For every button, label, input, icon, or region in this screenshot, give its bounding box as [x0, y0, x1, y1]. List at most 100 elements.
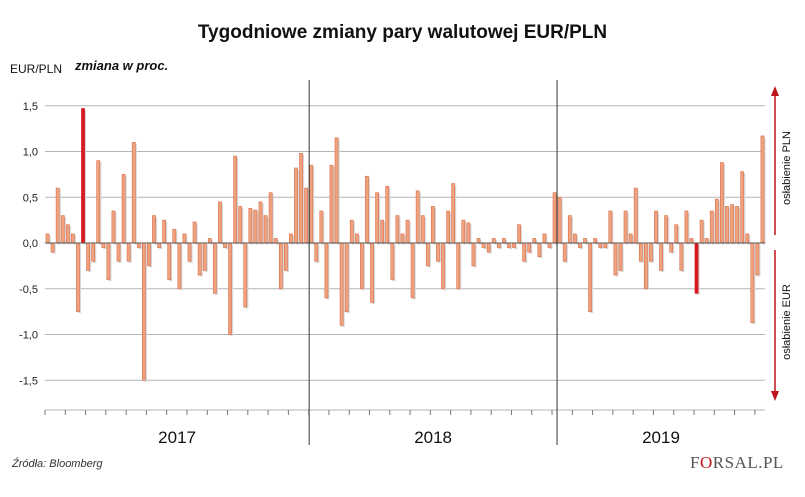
- bar: [106, 242, 111, 280]
- bar: [451, 183, 456, 244]
- bar: [289, 233, 293, 244]
- bar: [517, 224, 521, 244]
- bar: [309, 164, 314, 244]
- bar: [212, 242, 217, 294]
- bar: [390, 242, 395, 280]
- bar: [339, 242, 344, 326]
- bar: [375, 192, 379, 244]
- bar: [638, 242, 643, 262]
- bar: [91, 242, 96, 262]
- bar: [101, 242, 106, 248]
- bar: [567, 215, 572, 244]
- bar: [202, 242, 207, 271]
- bar: [76, 242, 80, 312]
- bar: [471, 242, 476, 267]
- bar: [674, 224, 679, 244]
- bar-highlight: [694, 242, 699, 294]
- bar: [50, 242, 55, 253]
- bar: [720, 162, 724, 244]
- bar: [420, 215, 425, 244]
- bar: [71, 233, 75, 244]
- bar: [735, 206, 739, 244]
- bar: [228, 242, 232, 335]
- bar: [572, 233, 577, 244]
- bar: [410, 242, 415, 299]
- bar: [547, 242, 552, 248]
- bar: [496, 242, 501, 248]
- bar: [542, 233, 547, 244]
- bar: [334, 137, 339, 244]
- bar: [233, 155, 238, 244]
- year-label: 2019: [642, 428, 680, 447]
- bar: [466, 222, 471, 244]
- bar: [268, 192, 273, 244]
- bar: [283, 242, 288, 271]
- bar: [218, 201, 222, 244]
- bar: [684, 210, 689, 244]
- y-tick-label: -1,5: [19, 375, 38, 387]
- bar: [654, 210, 658, 244]
- bar: [395, 215, 400, 244]
- bar: [152, 215, 156, 244]
- bar: [431, 206, 435, 244]
- bar: [461, 219, 466, 244]
- bar: [643, 242, 648, 290]
- bar: [628, 233, 633, 244]
- bar: [415, 190, 420, 244]
- bar: [131, 142, 136, 244]
- bar: [613, 242, 618, 276]
- bar: [248, 207, 253, 244]
- bar: [760, 135, 765, 244]
- bar: [481, 242, 486, 248]
- annotation-up: osłabienie PLN: [781, 131, 793, 205]
- bar: [664, 215, 668, 244]
- bar: [669, 242, 674, 253]
- bar: [623, 210, 628, 244]
- bar: [689, 238, 694, 244]
- bar: [86, 242, 90, 271]
- bar: [55, 187, 60, 244]
- bar: [304, 187, 308, 244]
- bar: [730, 204, 734, 244]
- bar: [578, 242, 582, 248]
- y-axis-note: zmiana w proc.: [75, 58, 169, 73]
- forsal-logo: FORSAL.PL: [690, 453, 784, 472]
- annotation-down: osłabienie EUR: [781, 284, 793, 360]
- bar: [192, 221, 197, 244]
- bar: [354, 233, 359, 244]
- bar: [385, 185, 390, 244]
- y-tick-label: 1,5: [23, 101, 38, 113]
- bar: [725, 206, 729, 244]
- bar: [65, 224, 70, 244]
- bar: [360, 242, 364, 290]
- bar: [223, 242, 227, 248]
- bar: [436, 242, 440, 262]
- bar: [116, 242, 121, 262]
- bar: [187, 242, 192, 262]
- bar: [603, 242, 608, 248]
- bar: [177, 242, 182, 290]
- bar: [740, 171, 745, 244]
- bar: [745, 233, 750, 244]
- bar: [583, 238, 587, 244]
- bar: [532, 238, 537, 244]
- bar: [380, 219, 385, 244]
- year-label: 2017: [158, 428, 196, 447]
- bar: [207, 238, 212, 244]
- bar: [60, 215, 65, 244]
- bar: [750, 242, 755, 323]
- bar: [755, 242, 760, 276]
- bar: [527, 242, 532, 253]
- bar: [147, 242, 151, 267]
- bar: [562, 242, 567, 262]
- y-tick-label: 1,0: [23, 147, 38, 159]
- bar: [167, 242, 172, 280]
- bar: [441, 242, 445, 290]
- bar: [278, 242, 283, 290]
- bar: [486, 242, 491, 253]
- bar: [512, 242, 516, 248]
- bar: [142, 242, 146, 381]
- bar: [263, 215, 268, 244]
- bar: [197, 242, 202, 276]
- bar: [425, 242, 430, 267]
